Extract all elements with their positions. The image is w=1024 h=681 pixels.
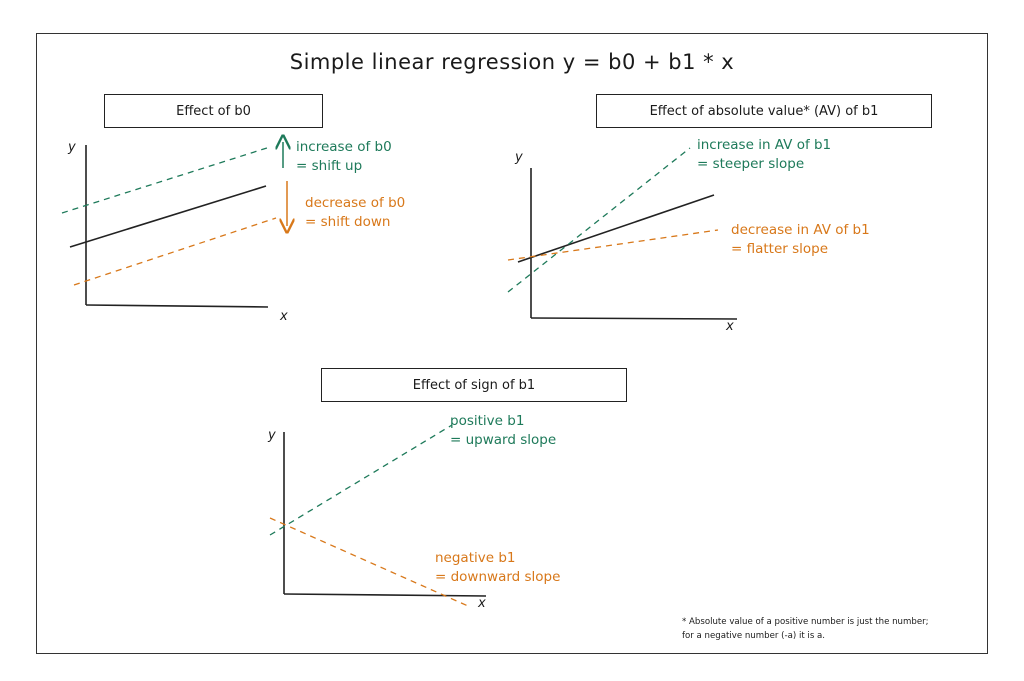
b1-sign-positive-line1: positive b1 xyxy=(450,413,525,429)
heading-effect-b0-text: Effect of b0 xyxy=(176,103,251,119)
b0-decrease-label: decrease of b0 = shift down xyxy=(305,194,405,232)
panel-b0-shift-up-line xyxy=(61,146,271,214)
panel-b1-abs-y-label: y xyxy=(515,150,523,165)
diagram-frame xyxy=(36,33,988,654)
b1-sign-positive-line2: = upward slope xyxy=(450,432,557,448)
heading-effect-sign-b1: Effect of sign of b1 xyxy=(321,368,627,402)
heading-effect-abs-b1-text: Effect of absolute value* (AV) of b1 xyxy=(649,103,879,119)
panel-b1-sign-x-axis xyxy=(283,593,487,597)
b0-increase-label: increase of b0 = shift up xyxy=(296,138,392,176)
panel-b0-x-axis xyxy=(85,304,269,308)
panel-b1-sign-x-label: x xyxy=(478,596,486,611)
b1-sign-negative-label: negative b1 = downward slope xyxy=(435,549,560,587)
b1-abs-decrease-line1: decrease in AV of b1 xyxy=(731,222,870,238)
panel-b1-abs-x-axis xyxy=(530,317,738,320)
footnote-line1: * Absolute value of a positive number is… xyxy=(682,617,929,627)
panel-b0-base-line xyxy=(69,185,267,248)
heading-effect-abs-b1: Effect of absolute value* (AV) of b1 xyxy=(596,94,932,128)
b1-abs-increase-line1: increase in AV of b1 xyxy=(697,137,832,153)
heading-effect-b0: Effect of b0 xyxy=(104,94,323,128)
b1-abs-decrease-line2: = flatter slope xyxy=(731,241,829,257)
b1-abs-increase-line2: = steeper slope xyxy=(697,156,805,172)
b1-sign-negative-line1: negative b1 xyxy=(435,550,516,566)
diagram-title: Simple linear regression y = b0 + b1 * x xyxy=(289,50,735,74)
panel-b1-abs-steeper-line xyxy=(507,147,691,293)
panel-b0-plot xyxy=(61,142,287,308)
heading-effect-sign-b1-text: Effect of sign of b1 xyxy=(412,377,536,393)
panel-b0-shift-down-line xyxy=(73,217,277,286)
panel-b1-abs-plot xyxy=(507,147,738,320)
b0-decrease-line1: decrease of b0 xyxy=(305,195,406,211)
b1-sign-negative-line2: = downward slope xyxy=(435,569,561,585)
panel-b1-abs-x-label: x xyxy=(726,319,734,334)
b0-increase-line1: increase of b0 xyxy=(296,139,392,155)
panel-b1-abs-base-line xyxy=(517,194,715,263)
footnote-line2: for a negative number (-a) it is a. xyxy=(682,631,826,641)
panel-b1-abs-flatter-line xyxy=(507,229,719,261)
b1-abs-decrease-label: decrease in AV of b1 = flatter slope xyxy=(731,221,870,259)
panel-b1-sign-plot xyxy=(269,424,487,607)
footnote: * Absolute value of a positive number is… xyxy=(682,615,929,643)
panel-b1-sign-negative-line xyxy=(269,517,469,607)
b1-abs-increase-label: increase in AV of b1 = steeper slope xyxy=(697,136,831,174)
panel-b1-sign-y-label: y xyxy=(268,428,276,443)
b0-decrease-line2: = shift down xyxy=(305,214,391,230)
panel-b0-x-label: x xyxy=(280,309,288,324)
b1-sign-positive-label: positive b1 = upward slope xyxy=(450,412,556,450)
panel-b1-sign-positive-line xyxy=(269,424,453,536)
b0-increase-line2: = shift up xyxy=(296,158,363,174)
panel-b0-y-label: y xyxy=(68,140,76,155)
